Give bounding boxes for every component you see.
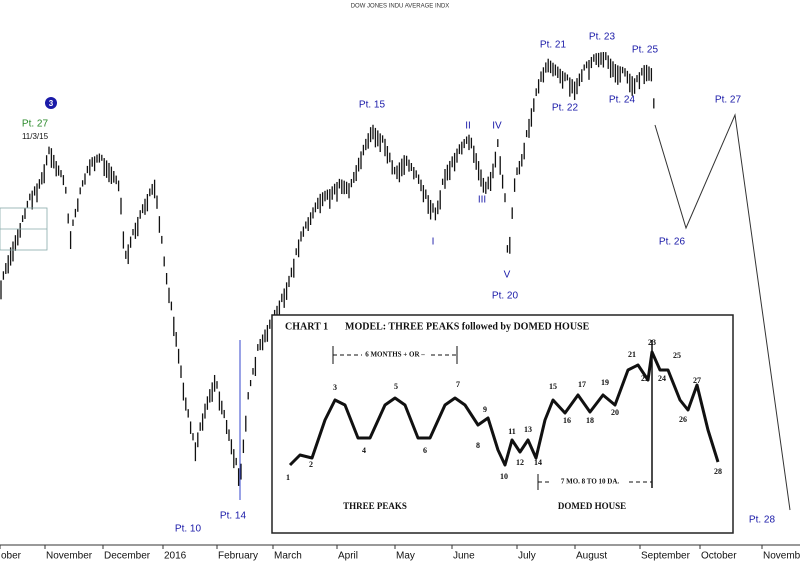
wave-badge-label: 3 — [49, 99, 54, 108]
point-number: 4 — [362, 446, 366, 455]
x-tick-label: May — [396, 551, 415, 562]
point-number: 28 — [714, 467, 722, 476]
point-number: 23 — [648, 338, 656, 347]
inset-frame — [271, 314, 734, 534]
point-number: 9 — [483, 405, 487, 414]
x-tick-label: February — [218, 551, 258, 562]
annotation: Pt. 26 — [659, 237, 686, 248]
point-number: 2 — [309, 460, 313, 469]
x-tick-label: June — [453, 551, 475, 562]
x-tick-label: July — [518, 551, 536, 562]
x-tick-label: March — [274, 551, 302, 562]
point-number: 12 — [516, 458, 524, 467]
inset-model: MODEL: THREE PEAKS followed by DOMED HOU… — [345, 321, 590, 332]
point-number: 18 — [586, 416, 594, 425]
inset-heading: CHART 1 — [285, 321, 328, 332]
point-number: 21 — [628, 350, 636, 359]
point-number: 10 — [500, 472, 508, 481]
point-number: 25 — [673, 351, 681, 360]
point-number: 1 — [286, 473, 290, 482]
x-tick-label: 2016 — [164, 551, 187, 562]
annotation: Pt. 24 — [609, 95, 636, 106]
inset-label: THREE PEAKS — [343, 501, 407, 511]
point-number: 11 — [508, 427, 516, 436]
annotation: Pt. 28 — [749, 515, 776, 526]
annotation: III — [478, 195, 486, 206]
point-number: 14 — [534, 458, 542, 467]
chart-title: DOW JONES INDU AVERAGE INDX — [351, 4, 450, 10]
point-number: 3 — [333, 383, 337, 392]
wave-badge — [45, 97, 57, 109]
annotation: Pt. 14 — [220, 511, 247, 522]
x-tick-label: November — [46, 551, 93, 562]
x-tick-label: November — [763, 551, 800, 562]
span-bg — [362, 349, 428, 361]
x-tick-label: September — [641, 551, 691, 562]
annotation: 11/3/15 — [22, 132, 49, 141]
point-number: 22 — [641, 374, 649, 383]
span-label: 7 MO. 8 TO 10 DA. — [561, 478, 620, 486]
point-number: 17 — [578, 380, 586, 389]
point-number: 7 — [456, 380, 460, 389]
model-curve — [288, 350, 720, 467]
x-tick-label: ober — [1, 551, 22, 562]
annotation: Pt. 20 — [492, 291, 519, 302]
point-number: 27 — [693, 376, 701, 385]
inset: CHART 1 MODEL: THREE PEAKS followed by D… — [271, 314, 734, 534]
point-number: 16 — [563, 416, 571, 425]
annotation: V — [504, 270, 511, 281]
x-tick-label: October — [701, 551, 737, 562]
annotation: Pt. 15 — [359, 100, 386, 111]
projection-line — [654, 113, 791, 511]
point-number: 19 — [601, 378, 609, 387]
x-tick-label: December — [104, 551, 151, 562]
annotation: Pt. 25 — [632, 45, 659, 56]
x-tick-label: April — [338, 551, 358, 562]
inset-label: DOMED HOUSE — [558, 501, 626, 511]
annotation: Pt. 10 — [175, 524, 202, 535]
point-number: 13 — [524, 425, 532, 434]
annotation: Pt. 27 — [715, 95, 742, 106]
x-axis-labels: ober November December 2016 February March Apr… — [0, 545, 800, 562]
price-bars — [0, 52, 655, 486]
point-number: 20 — [611, 408, 619, 417]
point-number: 15 — [549, 382, 557, 391]
annotation: II — [465, 121, 471, 132]
annotation: IV — [492, 121, 502, 132]
annotation: I — [432, 237, 435, 248]
x-tick-label: August — [576, 551, 607, 562]
annotation: Pt. 27 — [22, 119, 49, 130]
annotation: Pt. 21 — [540, 40, 567, 51]
point-number: 6 — [423, 446, 427, 455]
point-number: 5 — [394, 382, 398, 391]
span-bg — [552, 476, 628, 488]
point-number: 24 — [658, 374, 666, 383]
annotation: Pt. 22 — [552, 103, 579, 114]
point-number: 26 — [679, 415, 687, 424]
span-label: 6 MONTHS + OR – — [365, 351, 425, 359]
annotation: Pt. 23 — [589, 32, 616, 43]
point-number: 8 — [476, 441, 480, 450]
